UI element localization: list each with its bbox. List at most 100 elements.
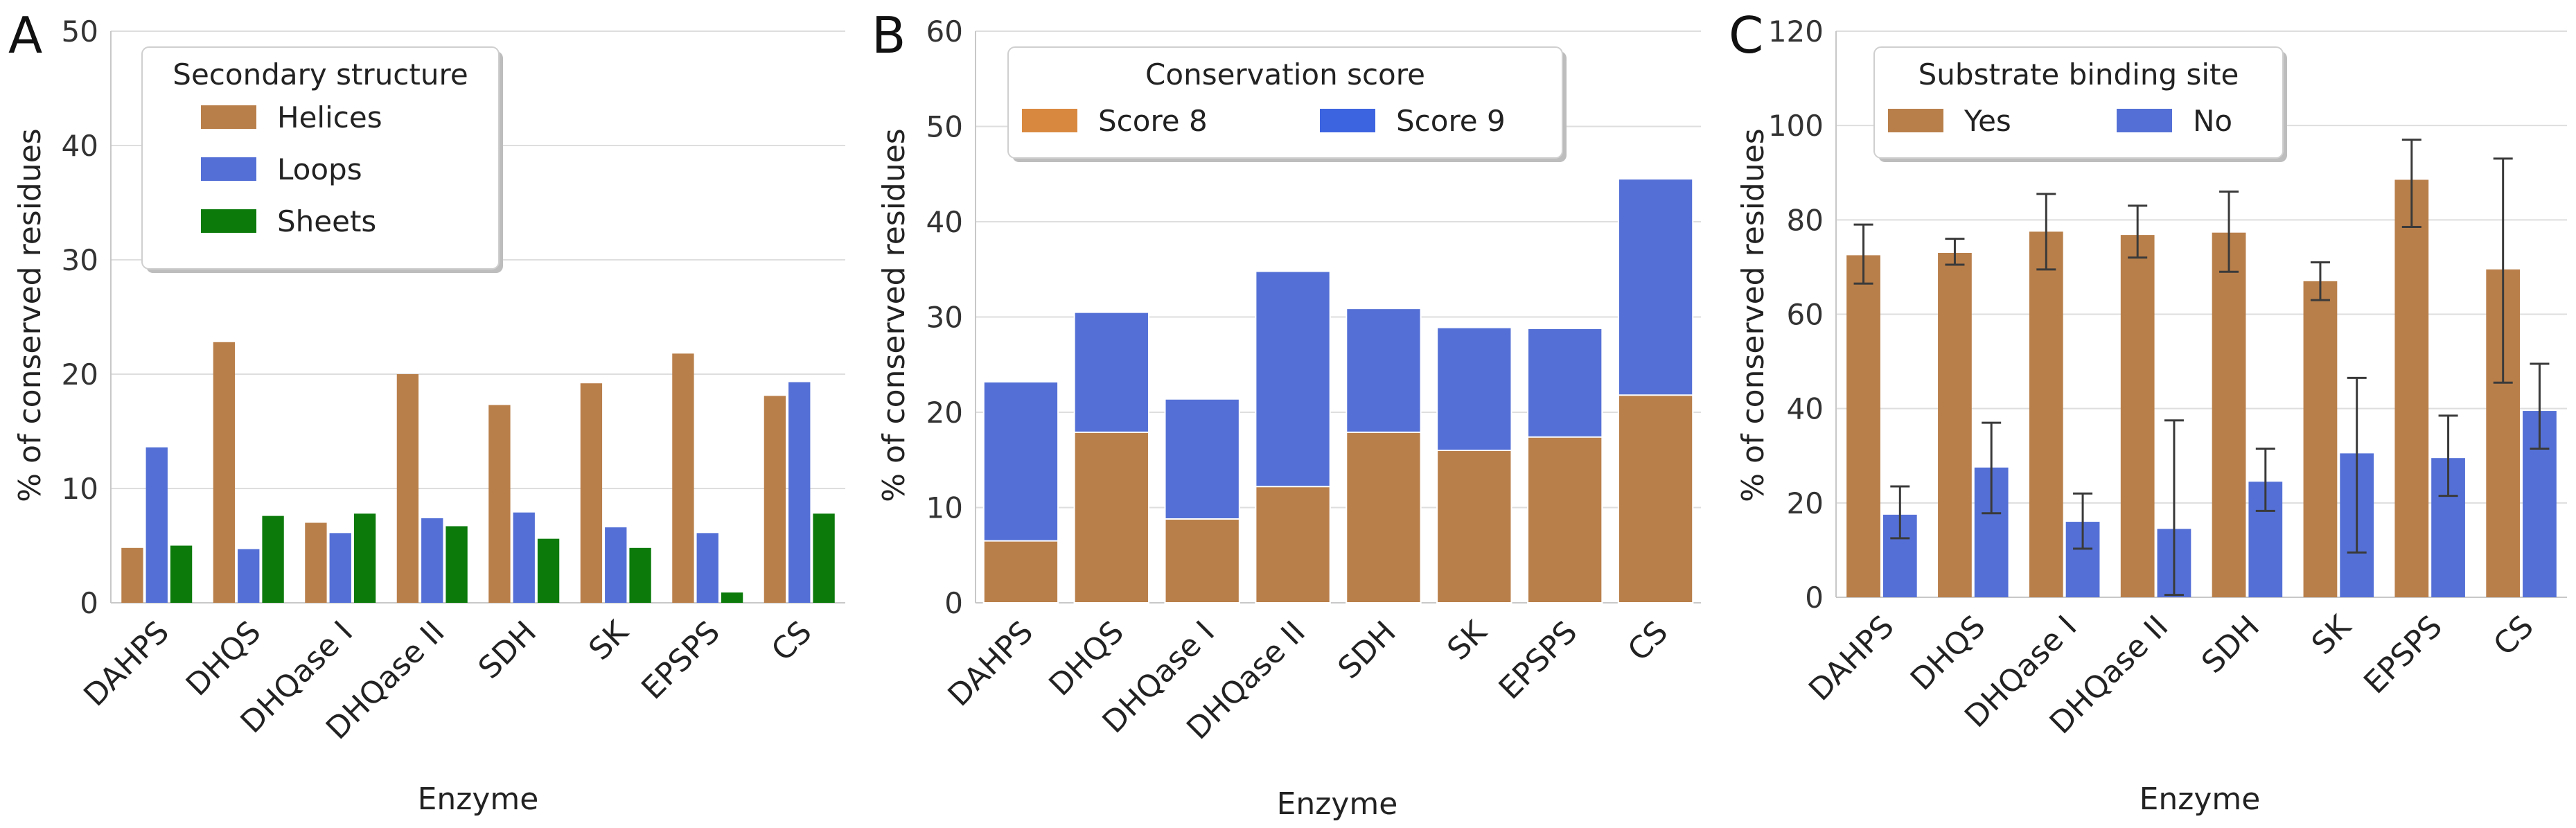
legend-label: Yes xyxy=(1964,104,2011,138)
legend-swatch xyxy=(201,209,256,233)
legend-box xyxy=(1007,46,1563,159)
bar-helices xyxy=(305,522,327,603)
bar-score-8 xyxy=(1255,486,1331,604)
x-tick-label: EPSPS xyxy=(1492,615,1585,707)
legend-title: Substrate binding site xyxy=(1918,58,2239,91)
panel-a-ylabel: % of conserved residues xyxy=(12,128,48,502)
panel-c-ylabel: % of conserved residues xyxy=(1736,128,1771,502)
x-tick-label: DAHPS xyxy=(77,615,176,714)
legend-title: Secondary structure xyxy=(173,58,468,91)
bar-yes xyxy=(1938,252,1972,597)
bar-loops xyxy=(238,549,260,603)
y-tick-label: 60 xyxy=(926,15,963,49)
bar-yes xyxy=(2303,281,2338,597)
legend-swatch xyxy=(1888,109,1943,132)
x-tick-label: SDH xyxy=(472,615,543,686)
bar-loops xyxy=(145,447,168,603)
x-tick-label: CS xyxy=(2487,609,2541,663)
legend-title: Conservation score xyxy=(1145,58,1425,91)
bar-yes xyxy=(2212,232,2246,597)
legend-label: Score 9 xyxy=(1396,104,1506,138)
legend-label: No xyxy=(2193,104,2232,138)
bar-score-8 xyxy=(1436,450,1512,604)
bar-sheets xyxy=(262,516,284,603)
bar-helices xyxy=(396,374,419,603)
y-tick-label: 60 xyxy=(1787,298,1824,332)
bar-helices xyxy=(764,396,786,603)
x-tick-label: SK xyxy=(582,614,635,667)
y-tick-label: 20 xyxy=(926,396,963,430)
bar-yes xyxy=(2120,235,2155,597)
legend-swatch xyxy=(1320,109,1375,132)
bar-loops xyxy=(605,527,627,603)
y-tick-label: 80 xyxy=(1787,203,1824,237)
legend-swatch xyxy=(201,157,256,181)
panel-b-letter: B xyxy=(872,6,906,64)
panel-a-letter: A xyxy=(8,6,42,64)
bar-sheets xyxy=(353,513,376,603)
y-tick-label: 40 xyxy=(62,129,98,163)
bar-score-8 xyxy=(1073,431,1149,604)
x-tick-label: CS xyxy=(1621,615,1675,669)
x-tick-label: SK xyxy=(1440,614,1494,667)
bar-loops xyxy=(696,533,718,603)
bar-sheets xyxy=(813,513,835,603)
y-tick-label: 120 xyxy=(1768,15,1824,49)
legend-swatch xyxy=(2117,109,2172,132)
legend-swatch xyxy=(1022,109,1077,132)
x-tick-label: SDH xyxy=(2195,609,2266,680)
y-tick-label: 40 xyxy=(1787,392,1824,426)
bar-yes xyxy=(2029,231,2063,598)
x-tick-label: DHQS xyxy=(1904,609,1993,698)
bar-yes xyxy=(2394,179,2429,597)
y-tick-label: 0 xyxy=(944,586,963,620)
panel-b-xlabel: Enzyme xyxy=(1277,786,1398,822)
bar-score-8 xyxy=(1164,518,1240,604)
bar-sheets xyxy=(445,526,468,603)
x-tick-label: SDH xyxy=(1332,615,1403,686)
y-tick-label: 0 xyxy=(80,586,98,620)
y-tick-label: 20 xyxy=(62,358,98,391)
bar-sheets xyxy=(537,538,560,603)
x-tick-label: DHQS xyxy=(1042,615,1131,703)
bar-helices xyxy=(672,353,694,603)
y-tick-label: 10 xyxy=(926,491,963,525)
bar-loops xyxy=(513,512,535,603)
y-tick-label: 0 xyxy=(1805,581,1824,615)
legend-label: Helices xyxy=(277,100,382,134)
panel-c-letter: C xyxy=(1729,6,1763,64)
bar-loops xyxy=(421,518,443,603)
x-tick-label: DAHPS xyxy=(1802,609,1901,708)
bar-score-8 xyxy=(982,540,1059,604)
bar-sheets xyxy=(721,592,743,603)
legend-label: Score 8 xyxy=(1098,104,1208,138)
x-tick-label: DAHPS xyxy=(942,615,1041,714)
y-tick-label: 50 xyxy=(62,15,98,49)
bar-loops xyxy=(329,533,351,603)
panel-c-xlabel: Enzyme xyxy=(2140,782,2261,817)
y-tick-label: 10 xyxy=(62,472,98,506)
legend-label: Loops xyxy=(277,152,362,186)
y-tick-label: 20 xyxy=(1787,486,1824,520)
bar-score-8 xyxy=(1527,436,1603,604)
y-tick-label: 30 xyxy=(62,243,98,277)
bar-loops xyxy=(788,382,811,603)
bar-helices xyxy=(213,342,236,603)
y-tick-label: 50 xyxy=(926,110,963,144)
bar-sheets xyxy=(629,547,651,603)
bar-helices xyxy=(488,405,511,603)
bar-helices xyxy=(580,383,603,603)
x-tick-label: DHQS xyxy=(179,615,268,703)
bar-score-8 xyxy=(1346,431,1422,604)
x-tick-label: EPSPS xyxy=(635,615,727,707)
bar-score-8 xyxy=(1617,394,1694,604)
bar-helices xyxy=(121,547,143,603)
x-tick-label: SK xyxy=(2305,608,2358,662)
bar-sheets xyxy=(170,545,193,603)
